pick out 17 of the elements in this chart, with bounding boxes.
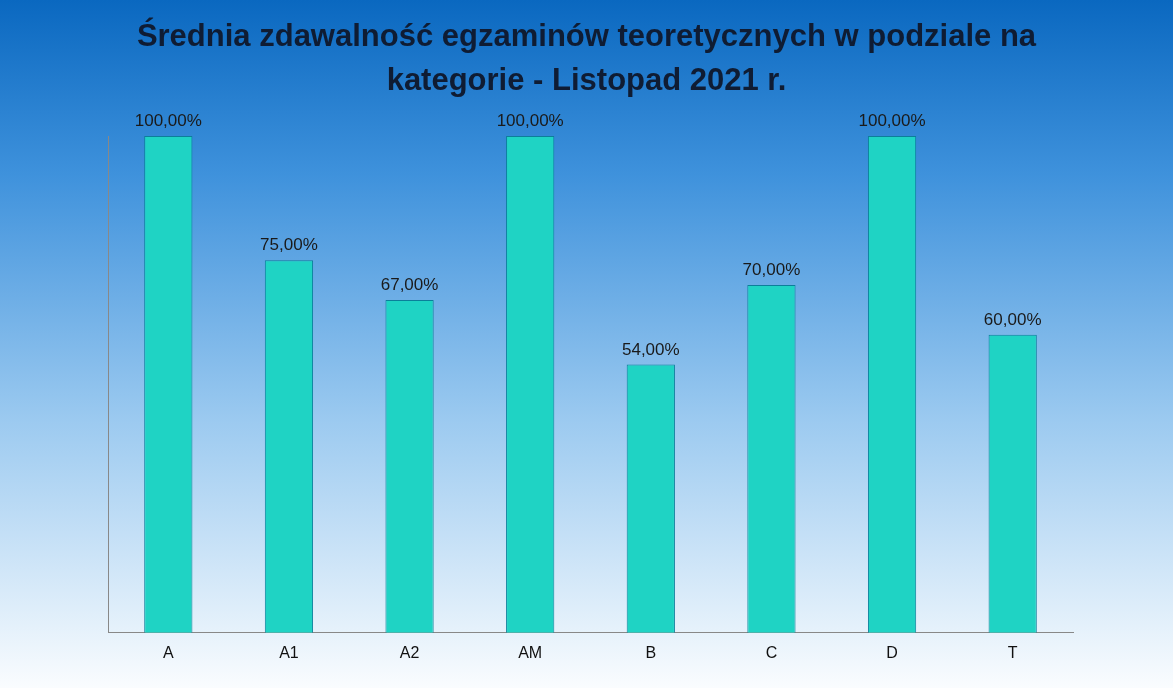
- x-tick-label: A: [162, 643, 174, 661]
- data-label: 67,00%: [380, 275, 439, 295]
- x-tick-label: C: [765, 643, 778, 661]
- data-label: 54,00%: [621, 339, 680, 359]
- data-label: 75,00%: [260, 235, 318, 255]
- data-label: 60,00%: [983, 309, 1042, 329]
- x-tick-label: T: [1007, 643, 1018, 661]
- x-tick-label: B: [645, 643, 657, 661]
- x-tick-label: AM: [518, 643, 543, 661]
- chart-title: Średnia zdawalność egzaminów teoretycznych w podziale na kategorie - Listopad 2021 r.: [135, 16, 1038, 99]
- data-label: 100,00%: [134, 111, 202, 131]
- x-tick-label: D: [886, 643, 898, 661]
- x-tick-label: A1: [279, 643, 299, 661]
- data-label: 100,00%: [858, 111, 926, 131]
- x-tick-label: A2: [399, 643, 420, 661]
- data-label: 70,00%: [742, 260, 801, 280]
- data-label: 100,00%: [496, 111, 564, 131]
